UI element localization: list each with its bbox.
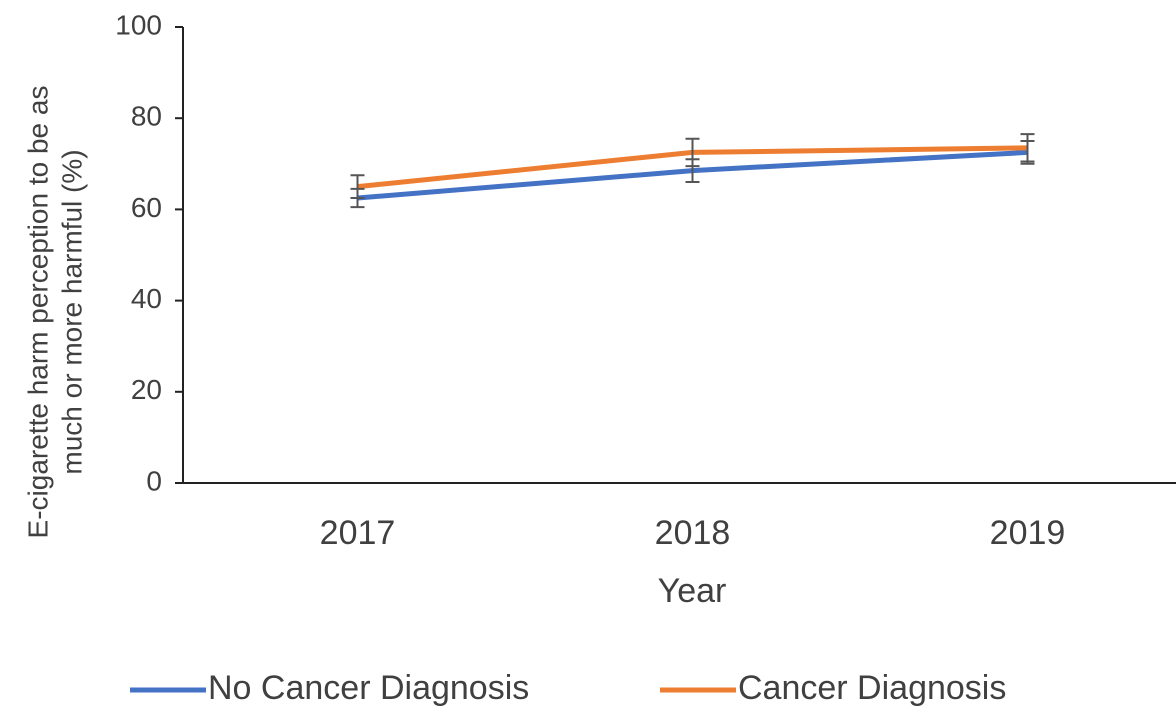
error-bar	[685, 137, 700, 168]
legend-label: Cancer Diagnosis	[738, 669, 1006, 707]
x-tick-label: 2017	[320, 514, 396, 552]
x-tick-label: 2019	[990, 514, 1066, 552]
x-axis-label: Year	[658, 572, 727, 610]
y-tick-label: 60	[131, 192, 162, 223]
y-tick-label: 20	[131, 374, 162, 405]
error-bar	[1020, 133, 1035, 163]
y-tick-label: 100	[115, 9, 162, 40]
legend-label: No Cancer Diagnosis	[208, 669, 529, 707]
y-axis-label: much or more harmful (%)	[56, 149, 87, 474]
y-tick-label: 40	[131, 283, 162, 314]
y-axis-label: E-cigarette harm perception to be as	[22, 86, 53, 539]
y-tick-label: 0	[146, 465, 162, 496]
x-tick-label: 2018	[655, 514, 731, 552]
y-tick-label: 80	[131, 101, 162, 132]
error-bar	[350, 174, 365, 199]
